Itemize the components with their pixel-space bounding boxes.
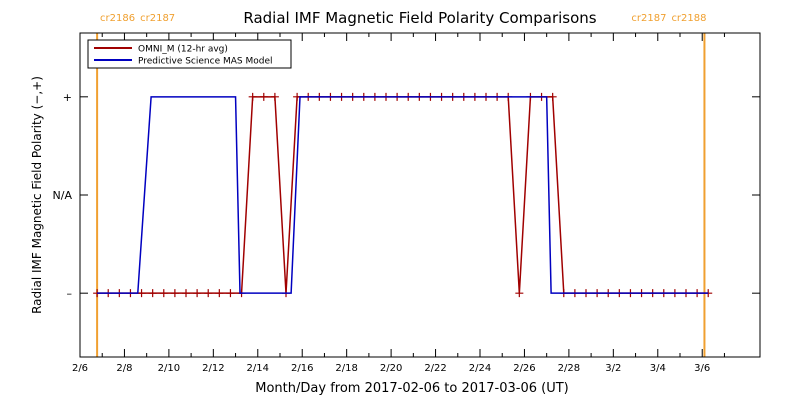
carrington-markers: cr2186 cr2187 cr2187 cr2188 — [96, 13, 707, 357]
omni-data-point — [182, 289, 190, 298]
legend: OMNI_M (12-hr avg) Predictive Science MAS… — [87, 39, 292, 69]
omni-data-point — [148, 289, 157, 298]
omni-data-point — [248, 92, 257, 101]
plot-frame — [79, 32, 761, 358]
omni-data-point — [170, 289, 179, 298]
omni-data-point — [548, 92, 557, 101]
carrington-label-right: cr2187 — [140, 13, 175, 24]
omni-data-point — [259, 92, 268, 101]
x-tick-label: 2/14 — [247, 363, 269, 374]
carrington-label-right: cr2188 — [671, 13, 706, 24]
omni-data-point — [215, 289, 224, 298]
x-tick-label: 2/10 — [158, 363, 180, 374]
x-tick-label: 2/8 — [116, 363, 132, 374]
omni-data-point — [193, 289, 202, 298]
omni-data-point — [204, 289, 213, 298]
series-layer — [93, 92, 713, 298]
omni-data-point — [270, 92, 279, 101]
x-tick-label: 2/26 — [513, 363, 535, 374]
y-tick-label: + — [63, 91, 72, 104]
x-axis-label: Month/Day from 2017-02-06 to 2017-03-06 … — [255, 381, 568, 396]
omni-data-point — [159, 289, 168, 298]
legend-label-mas: Predictive Science MAS Model — [138, 57, 273, 67]
legend-label-omni: OMNI_M (12-hr avg) — [138, 45, 228, 55]
omni-data-point — [137, 289, 146, 298]
y-axis: + N/A – — [53, 91, 760, 300]
x-tick-label: 2/28 — [558, 363, 580, 374]
x-tick-label: 2/20 — [380, 363, 402, 374]
y-tick-label: N/A — [53, 189, 73, 202]
x-tick-label: 3/4 — [650, 363, 666, 374]
x-axis: 2/6 2/8 2/10 2/12 2/14 2/16 2/18 2/20 2/22 2/24 2/… — [72, 33, 725, 374]
x-tick-label: 2/12 — [202, 363, 224, 374]
mas-model-series-line — [97, 96, 709, 294]
x-tick-label: 2/6 — [72, 363, 88, 374]
y-tick-label: – — [67, 287, 73, 300]
omni-data-point — [226, 289, 235, 298]
x-tick-label: 2/24 — [469, 363, 491, 374]
omni-data-point — [515, 289, 524, 298]
legend-box — [87, 39, 292, 69]
y-axis-label: Radial IMF Magnetic Field Polarity (−,+) — [30, 76, 44, 314]
carrington-label-left: cr2187 — [631, 13, 666, 24]
omni-series-line — [97, 96, 709, 294]
x-tick-label: 2/16 — [291, 363, 313, 374]
x-tick-label: 3/6 — [694, 363, 710, 374]
chart-title: Radial IMF Magnetic Field Polarity Compa… — [243, 9, 596, 27]
carrington-label-left: cr2186 — [100, 13, 135, 24]
x-tick-label: 2/22 — [424, 363, 446, 374]
x-tick-label: 2/18 — [335, 363, 357, 374]
x-tick-label: 3/2 — [605, 363, 621, 374]
